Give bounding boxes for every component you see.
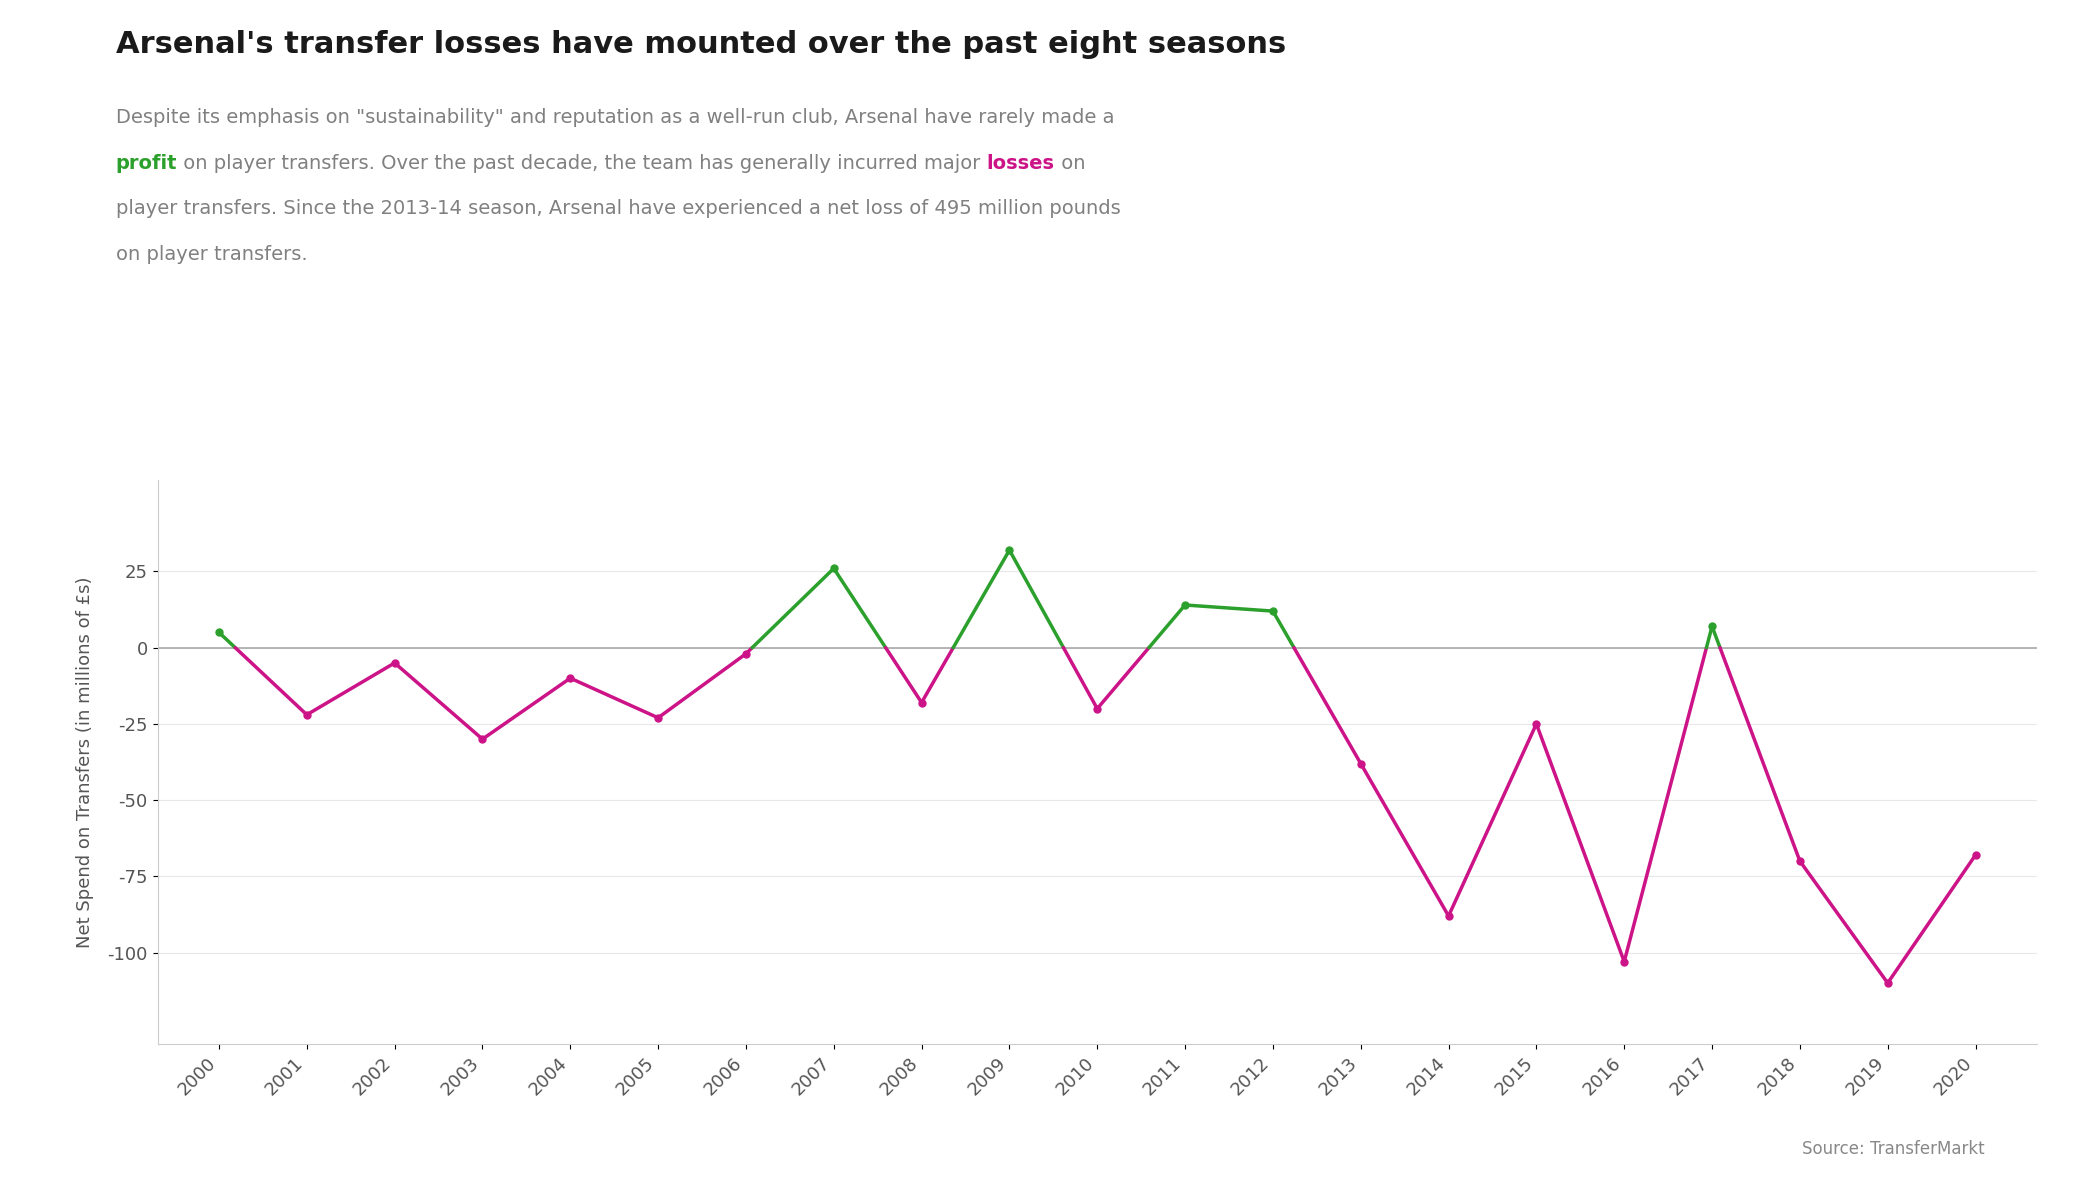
Text: on player transfers. Over the past decade, the team has generally incurred major: on player transfers. Over the past decad…: [176, 154, 987, 173]
Text: Source: TransferMarkt: Source: TransferMarkt: [1802, 1140, 1984, 1158]
Y-axis label: Net Spend on Transfers (in millions of £s): Net Spend on Transfers (in millions of £…: [76, 576, 94, 948]
Text: profit: profit: [116, 154, 176, 173]
Text: on player transfers.: on player transfers.: [116, 245, 307, 264]
Text: on: on: [1054, 154, 1086, 173]
Text: Despite its emphasis on "sustainability" and reputation as a well-run club, Arse: Despite its emphasis on "sustainability"…: [116, 108, 1113, 127]
Text: Arsenal's transfer losses have mounted over the past eight seasons: Arsenal's transfer losses have mounted o…: [116, 30, 1285, 59]
Text: player transfers. Since the 2013-14 season, Arsenal have experienced a net loss : player transfers. Since the 2013-14 seas…: [116, 199, 1119, 218]
Text: losses: losses: [987, 154, 1054, 173]
